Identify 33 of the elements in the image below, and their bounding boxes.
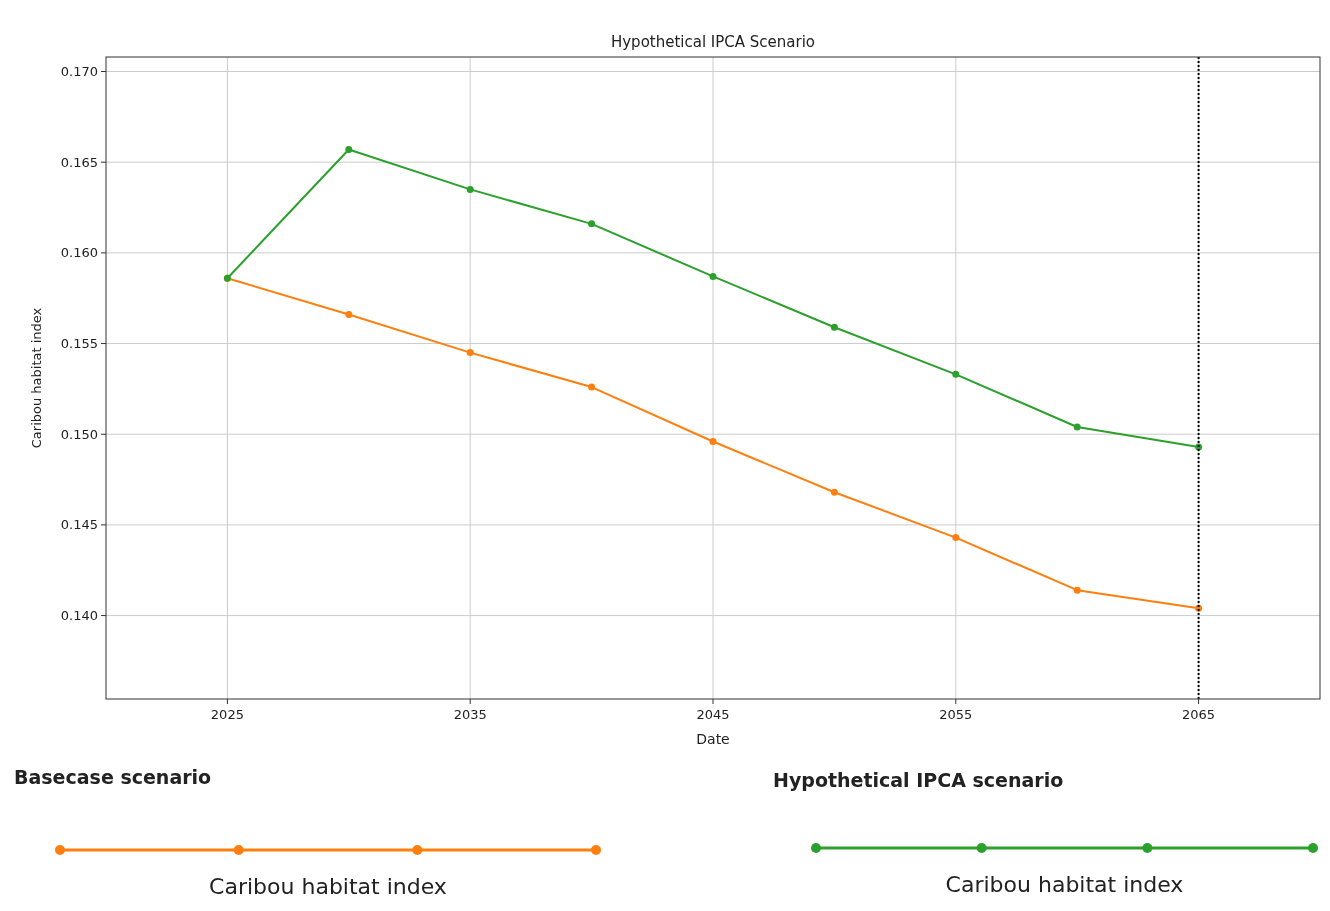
x-tick-label: 2065 — [1182, 707, 1216, 722]
point — [345, 311, 353, 319]
point — [588, 220, 596, 228]
x-axis-title: Date — [696, 731, 730, 747]
chart-title: Hypothetical IPCA Scenario — [610, 33, 816, 51]
text: Hypothetical IPCA scenario — [773, 769, 1064, 791]
point — [709, 437, 717, 445]
point — [466, 185, 474, 193]
y-tick-label: 0.145 — [60, 517, 98, 533]
y-tick-label: 0.155 — [60, 336, 98, 352]
x-tick-label: 2055 — [939, 707, 973, 722]
point — [952, 370, 960, 378]
point — [952, 534, 960, 542]
point — [345, 145, 353, 153]
y-tick-label: 0.165 — [60, 154, 98, 170]
text: Basecase scenario — [14, 766, 212, 788]
point — [830, 488, 838, 496]
point — [466, 349, 474, 357]
y-tick-label: 0.170 — [60, 64, 98, 80]
y-axis-title: Caribou habitat index — [29, 307, 44, 449]
x-tick-label: 2045 — [696, 707, 730, 722]
point — [1073, 423, 1081, 431]
point — [830, 323, 838, 331]
point — [588, 383, 596, 391]
x-tick-label: 2035 — [453, 707, 487, 722]
point — [1073, 586, 1081, 594]
y-tick-label: 0.150 — [60, 426, 98, 442]
legend-label: Caribou habitat index — [209, 874, 447, 899]
x-tick-label: 2025 — [210, 707, 244, 722]
point — [709, 272, 717, 280]
y-tick-label: 0.160 — [60, 245, 98, 261]
y-tick-label: 0.140 — [60, 608, 98, 624]
legend-label: Caribou habitat index — [945, 872, 1184, 897]
